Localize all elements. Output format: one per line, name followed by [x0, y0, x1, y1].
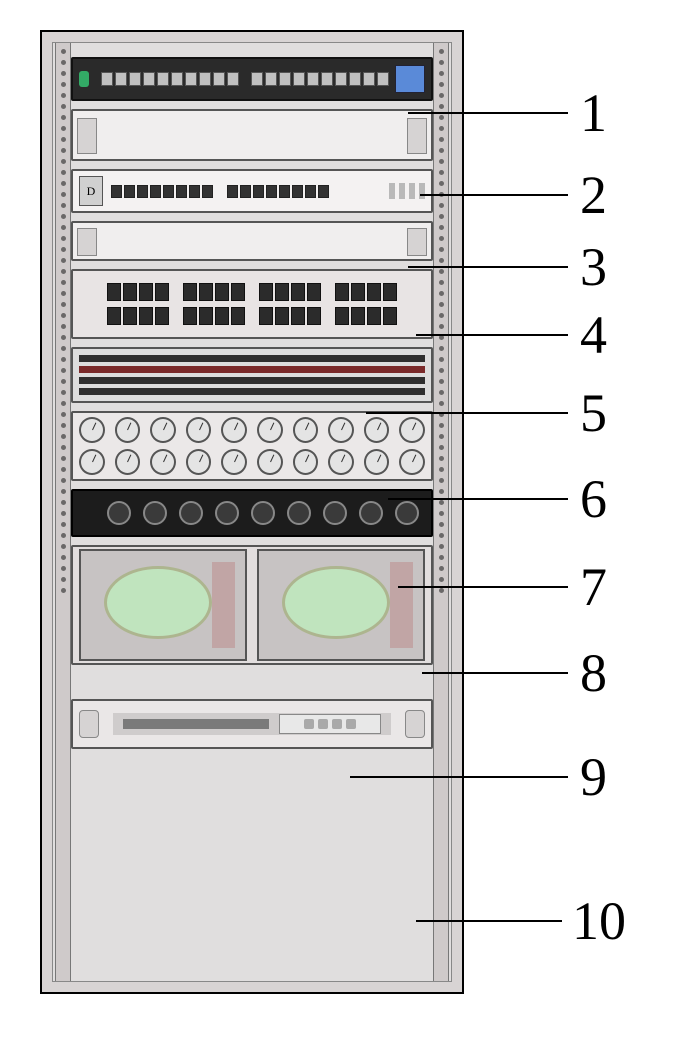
port-block-a	[101, 72, 239, 86]
port-block-b	[251, 72, 389, 86]
rail-left	[55, 43, 71, 981]
rack-unit-3: D	[71, 169, 433, 213]
leader-line	[366, 412, 568, 414]
port-group-a	[111, 185, 213, 198]
port-row-1	[79, 283, 425, 301]
leader-line	[422, 672, 568, 674]
diagram-root: D	[20, 20, 665, 1020]
meter-row-1	[79, 417, 425, 443]
control-panel	[279, 714, 381, 734]
connector-row	[107, 501, 419, 525]
disk-icon	[282, 566, 390, 639]
callout-label-8: 8	[580, 646, 607, 700]
handle-left	[77, 228, 97, 255]
callout-label-6: 6	[580, 472, 607, 526]
rack-inner: D	[52, 42, 452, 982]
rack-unit-6	[71, 347, 433, 403]
drive-slot	[123, 719, 269, 729]
drive-bay-right	[257, 549, 425, 661]
callout-label-1: 1	[580, 86, 607, 140]
drive-bay-left	[79, 549, 247, 661]
callout-label-7: 7	[580, 560, 607, 614]
callout-label-9: 9	[580, 750, 607, 804]
callout-label-5: 5	[580, 386, 607, 440]
callout-label-4: 4	[580, 308, 607, 362]
bay-edge	[212, 562, 235, 648]
leader-line	[408, 266, 568, 268]
handle-right	[407, 118, 427, 154]
disk-icon	[104, 566, 212, 639]
rack-unit-5	[71, 269, 433, 339]
rack-unit-1	[71, 57, 433, 101]
display-screen	[395, 65, 425, 93]
port-group-b	[227, 185, 329, 198]
leader-line	[416, 334, 568, 336]
handle-right	[407, 228, 427, 255]
leader-line	[420, 194, 568, 196]
rack-unit-2	[71, 109, 433, 161]
meter-row-2	[79, 449, 425, 475]
leader-line	[350, 776, 568, 778]
bar	[79, 388, 425, 395]
status-led	[79, 71, 89, 87]
bay-edge	[390, 562, 413, 648]
rack-frame: D	[40, 30, 464, 994]
rack-unit-9	[71, 545, 433, 665]
callout-label-2: 2	[580, 168, 607, 222]
rack-unit-8	[71, 489, 433, 537]
rail-right	[433, 43, 449, 981]
module-tag: D	[79, 176, 103, 206]
handle-left	[77, 118, 97, 154]
bar	[79, 377, 425, 384]
callout-label-3: 3	[580, 240, 607, 294]
rack-unit-7	[71, 411, 433, 481]
handle-left	[79, 710, 99, 739]
indicator-block	[389, 183, 425, 199]
leader-line	[388, 498, 568, 500]
rack-unit-10	[71, 699, 433, 749]
port-row-2	[79, 307, 425, 325]
callout-label-10: 10	[572, 894, 626, 948]
bar	[79, 355, 425, 362]
handle-right	[405, 710, 425, 739]
leader-line	[398, 586, 568, 588]
leader-line	[408, 112, 568, 114]
server-slot	[113, 713, 391, 736]
bar-accent	[79, 366, 425, 373]
rack-unit-4	[71, 221, 433, 261]
leader-line	[416, 920, 562, 922]
